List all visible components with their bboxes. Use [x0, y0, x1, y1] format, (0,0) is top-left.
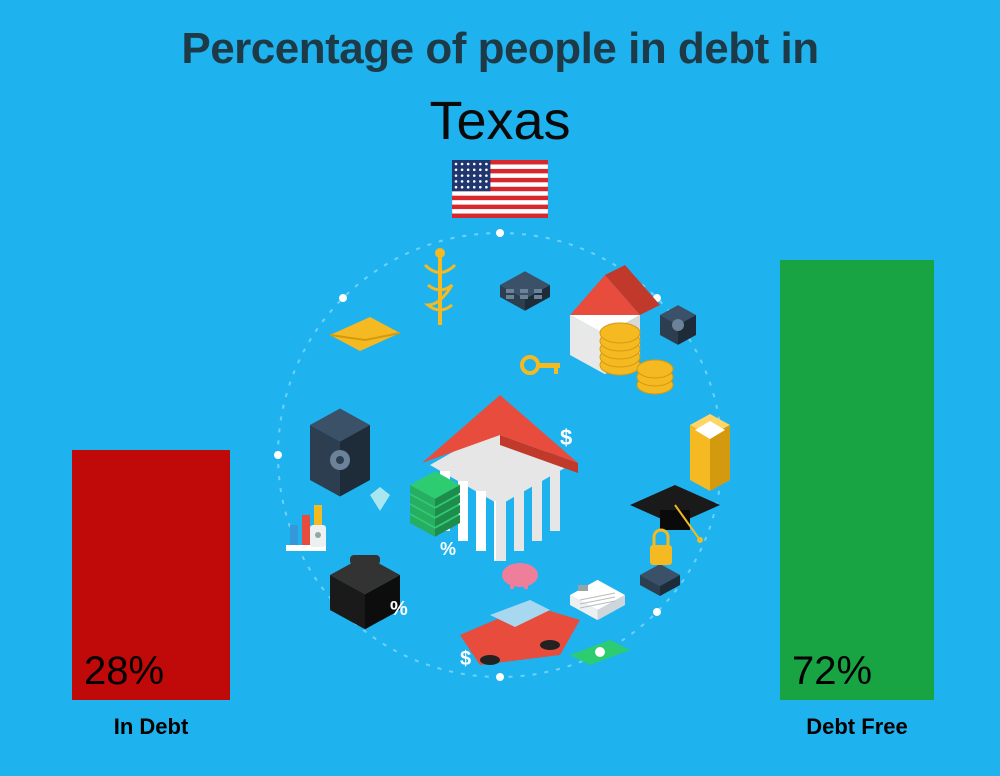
bar-in-debt-value: 28%	[72, 649, 230, 700]
infographic-canvas: Percentage of people in debt in Texas	[0, 0, 1000, 776]
page-title: Percentage of people in debt in	[0, 24, 1000, 74]
us-flag-icon	[452, 160, 548, 218]
finance-illustration: $ $%%	[270, 225, 730, 685]
bar-debt-free-label: Debt Free	[780, 714, 934, 740]
svg-text:%: %	[440, 539, 456, 559]
location-subtitle: Texas	[0, 90, 1000, 152]
bar-in-debt-label: In Debt	[72, 714, 230, 740]
svg-text:%: %	[390, 598, 408, 620]
bar-in-debt: 28%	[72, 450, 230, 700]
bar-debt-free-value: 72%	[780, 649, 934, 700]
bar-debt-free: 72%	[780, 260, 934, 700]
svg-text:$: $	[560, 425, 572, 450]
svg-text:$: $	[460, 648, 471, 670]
